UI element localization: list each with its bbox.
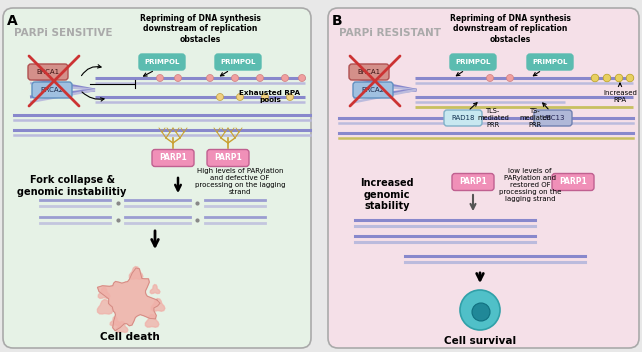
Text: low levels of
PARylation and
restored OF
processing on the
lagging strand: low levels of PARylation and restored OF… [499, 168, 561, 202]
Text: Increased
RPA: Increased RPA [603, 90, 637, 103]
Text: PARP1: PARP1 [159, 153, 187, 163]
Polygon shape [152, 298, 165, 311]
Circle shape [460, 290, 500, 330]
Text: Repriming of DNA synthesis
downstream of replication
obstacles: Repriming of DNA synthesis downstream of… [449, 14, 571, 44]
Text: PRIMPOL: PRIMPOL [532, 59, 568, 65]
Text: Fork collapse &
genomic instabilitiy: Fork collapse & genomic instabilitiy [17, 175, 126, 197]
Text: PARPi RESISTANT: PARPi RESISTANT [339, 28, 441, 38]
Text: TS-
mediated
PRR: TS- mediated PRR [519, 108, 551, 128]
FancyBboxPatch shape [349, 64, 389, 80]
Polygon shape [145, 315, 159, 327]
Text: BRCA1: BRCA1 [358, 69, 381, 75]
Text: Cell death: Cell death [100, 332, 160, 342]
Text: PARP1: PARP1 [214, 153, 242, 163]
FancyBboxPatch shape [552, 174, 594, 190]
Circle shape [175, 75, 182, 82]
Circle shape [626, 74, 634, 82]
Circle shape [299, 75, 306, 82]
FancyBboxPatch shape [353, 82, 393, 98]
FancyBboxPatch shape [3, 8, 311, 348]
Text: UBC13: UBC13 [541, 115, 565, 121]
FancyBboxPatch shape [152, 150, 194, 166]
Circle shape [286, 94, 293, 101]
Text: Exhausted RPA
pools: Exhausted RPA pools [239, 90, 300, 103]
Circle shape [603, 74, 611, 82]
Polygon shape [98, 300, 113, 314]
Text: B: B [332, 14, 343, 28]
Text: Cell survival: Cell survival [444, 336, 516, 346]
FancyBboxPatch shape [527, 54, 573, 70]
FancyBboxPatch shape [28, 64, 68, 80]
Polygon shape [150, 284, 160, 294]
Polygon shape [130, 266, 143, 279]
Text: PRIMPOL: PRIMPOL [455, 59, 490, 65]
Polygon shape [116, 322, 128, 332]
Text: TLS-
mediated
PRR: TLS- mediated PRR [477, 108, 509, 128]
Text: PRIMPOL: PRIMPOL [220, 59, 256, 65]
Circle shape [216, 94, 223, 101]
FancyBboxPatch shape [328, 8, 639, 348]
Circle shape [591, 74, 599, 82]
Circle shape [236, 94, 243, 101]
FancyBboxPatch shape [534, 110, 572, 126]
Text: Increased
genomic
stability: Increased genomic stability [360, 178, 414, 211]
FancyBboxPatch shape [215, 54, 261, 70]
Circle shape [472, 303, 490, 321]
FancyBboxPatch shape [207, 150, 249, 166]
Circle shape [507, 75, 514, 82]
Text: PARP1: PARP1 [459, 177, 487, 187]
Circle shape [257, 75, 263, 82]
Circle shape [157, 75, 164, 82]
Text: PRIMPOL: PRIMPOL [144, 59, 180, 65]
Circle shape [615, 74, 623, 82]
Text: High levels of PARylation
and defective OF
processing on the lagging
strand: High levels of PARylation and defective … [195, 168, 285, 195]
Polygon shape [110, 316, 120, 326]
FancyBboxPatch shape [452, 174, 494, 190]
Text: BRCA2: BRCA2 [40, 87, 64, 93]
Circle shape [487, 75, 494, 82]
Text: A: A [7, 14, 18, 28]
Circle shape [232, 75, 238, 82]
FancyBboxPatch shape [444, 110, 482, 126]
Text: Repriming of DNA synthesis
downstream of replication
obstacles: Repriming of DNA synthesis downstream of… [139, 14, 261, 44]
FancyBboxPatch shape [450, 54, 496, 70]
Text: PARPi SENSITIVE: PARPi SENSITIVE [14, 28, 112, 38]
FancyBboxPatch shape [32, 82, 72, 98]
Circle shape [281, 75, 288, 82]
Text: PARP1: PARP1 [559, 177, 587, 187]
Text: RAD18: RAD18 [451, 115, 474, 121]
Text: BRCA2: BRCA2 [361, 87, 385, 93]
Polygon shape [98, 288, 110, 298]
Circle shape [261, 94, 268, 101]
Polygon shape [98, 268, 160, 331]
FancyBboxPatch shape [139, 54, 185, 70]
Text: BRCA1: BRCA1 [37, 69, 60, 75]
Circle shape [207, 75, 214, 82]
